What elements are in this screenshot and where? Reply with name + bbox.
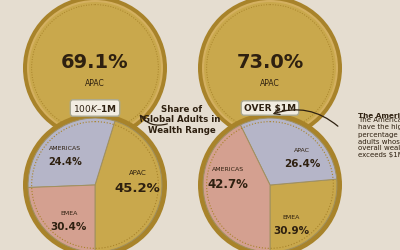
Wedge shape (28, 118, 115, 188)
Text: AMERICAS: AMERICAS (49, 146, 81, 151)
Wedge shape (270, 179, 337, 250)
Wedge shape (240, 118, 337, 185)
Text: 30.9%: 30.9% (273, 226, 309, 236)
Wedge shape (95, 121, 162, 250)
Text: 45.2%: 45.2% (115, 182, 160, 194)
Text: 30.4%: 30.4% (50, 222, 87, 232)
Wedge shape (203, 125, 270, 250)
Text: APAC: APAC (294, 148, 310, 153)
Text: APAC: APAC (85, 80, 105, 88)
Text: 42.7%: 42.7% (208, 178, 248, 191)
Text: The Americas: The Americas (358, 113, 400, 119)
Text: AMERICAS: AMERICAS (212, 167, 244, 172)
Circle shape (23, 0, 167, 140)
Text: EMEA: EMEA (60, 211, 78, 216)
Text: 26.4%: 26.4% (284, 159, 320, 169)
Circle shape (198, 0, 342, 140)
Text: 69.1%: 69.1% (61, 54, 129, 72)
Text: APAC: APAC (129, 170, 146, 175)
Circle shape (198, 113, 342, 250)
Text: 24.4%: 24.4% (48, 157, 82, 167)
Wedge shape (28, 185, 95, 250)
Circle shape (203, 1, 337, 135)
Text: APAC: APAC (260, 80, 280, 88)
Text: Share of
Global Adults in
Wealth Range: Share of Global Adults in Wealth Range (143, 105, 221, 135)
Text: OVER $1M: OVER $1M (244, 104, 296, 112)
Circle shape (23, 113, 167, 250)
Text: 73.0%: 73.0% (236, 54, 304, 72)
Text: The Americas
have the highest
percentage of
adults whose
overall wealth
exceeds : The Americas have the highest percentage… (358, 118, 400, 158)
Text: $100K – $1M: $100K – $1M (73, 102, 117, 114)
Text: EMEA: EMEA (282, 215, 300, 220)
Circle shape (28, 1, 162, 135)
